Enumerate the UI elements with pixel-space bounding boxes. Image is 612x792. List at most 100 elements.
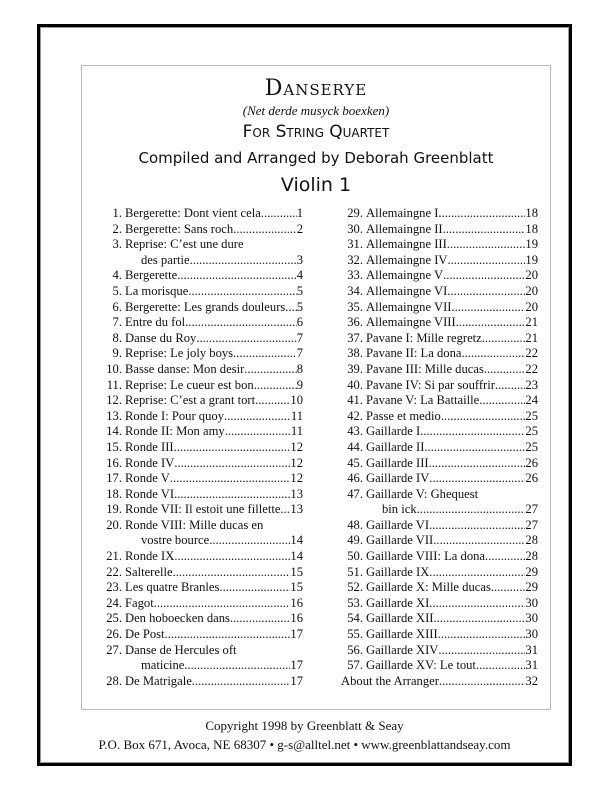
toc-entry-page: 13 xyxy=(290,502,303,517)
toc-entry-number: 47. xyxy=(347,486,363,501)
toc-entry-title: Gaillarde VII xyxy=(366,533,434,548)
toc-entry-page: 9 xyxy=(296,377,303,392)
toc-entry-page: 4 xyxy=(296,268,303,283)
toc-entry-title-continued: vostre bource xyxy=(141,533,210,548)
toc-entry: 19.Ronde VII: Il estoit une fillette 13 xyxy=(100,502,303,518)
toc-entry-title: Ronde IX xyxy=(125,549,175,564)
toc-entry: 34.Allemaingne VI 20 xyxy=(341,284,538,300)
toc-entry: 5.La morisque 5 xyxy=(100,284,303,300)
toc-line: 32.Allemaingne IV 19 xyxy=(341,253,538,269)
dot-leader xyxy=(219,580,290,596)
toc-entry: 43.Gaillarde I 25 xyxy=(341,424,538,440)
toc-entry-number: 13. xyxy=(106,408,122,423)
toc-line: 36.Allemaingne VIII 21 xyxy=(341,315,538,331)
toc-entry-page: 31 xyxy=(525,642,538,657)
toc-line: 23.Les quatre Branles 15 xyxy=(100,580,303,596)
toc-entry-title: Gaillarde XIV xyxy=(366,642,439,657)
toc-entry: 12.Reprise: C’est a grant tort 10 xyxy=(100,393,303,409)
toc-line: 11.Reprise: Le cueur est bon 9 xyxy=(100,378,303,394)
toc-entry: 8.Danse du Roy 7 xyxy=(100,331,303,347)
toc-line: 38.Pavane II: La dona 22 xyxy=(341,346,538,362)
dot-leader xyxy=(482,331,526,347)
toc-entry: 44.Gaillarde II 25 xyxy=(341,440,538,456)
toc-entry-page: 10 xyxy=(290,393,303,408)
dot-leader xyxy=(491,580,526,596)
toc-line: 30.Allemaingne II 18 xyxy=(341,222,538,238)
dot-leader xyxy=(185,315,297,331)
toc-entry-page: 3 xyxy=(296,252,303,267)
toc-entry-title: Gaillarde II xyxy=(366,439,425,454)
toc-entry-title: Gaillarde IX xyxy=(366,564,430,579)
toc-entry: 11.Reprise: Le cueur est bon 9 xyxy=(100,378,303,394)
toc-line: 13.Ronde I: Pour quoy 11 xyxy=(100,409,303,425)
toc-entry-number: 22. xyxy=(106,564,122,579)
toc-entry: 21.Ronde IX 14 xyxy=(100,549,303,565)
toc-entry-title: Gaillarde XV: Le tout xyxy=(366,658,476,673)
toc-entry-page: 30 xyxy=(525,595,538,610)
toc-entry: 45.Gaillarde III 26 xyxy=(341,456,538,472)
toc-entry: 14.Ronde II: Mon amy 11 xyxy=(100,424,303,440)
toc-entry-page: 30 xyxy=(525,611,538,626)
toc-entry-page: 17 xyxy=(290,673,303,688)
toc-line: bin ick 27 xyxy=(341,502,538,518)
dot-leader xyxy=(429,596,525,612)
toc-line: 52.Gaillarde X: Mille ducas 29 xyxy=(341,580,538,596)
toc-entry-number: 24. xyxy=(106,595,122,610)
toc-entry-page: 6 xyxy=(296,315,303,330)
toc-entry-page: 17 xyxy=(290,658,303,673)
toc-line: vostre bource 14 xyxy=(100,533,303,549)
toc-line: 7.Entre du fol 6 xyxy=(100,315,303,331)
toc-entry-title: Allemaingne III xyxy=(366,237,447,252)
dot-leader xyxy=(173,565,291,581)
toc-line: 54.Gaillarde XII 30 xyxy=(341,611,538,627)
document-title: Danserye xyxy=(264,76,368,101)
page-outer-border xyxy=(37,24,572,766)
dot-leader xyxy=(233,346,297,362)
toc-entry-page: 24 xyxy=(525,393,538,408)
toc-entry: 16.Ronde IV 12 xyxy=(100,456,303,472)
toc-line: 21.Ronde IX 14 xyxy=(100,549,303,565)
dot-leader xyxy=(461,346,525,362)
dot-leader xyxy=(429,456,526,472)
toc-entry-number: 19. xyxy=(106,502,122,517)
toc-entry-page: 21 xyxy=(525,330,538,345)
toc-entry-title: Allemaingne II xyxy=(366,221,443,236)
toc-entry-title: Ronde IV xyxy=(125,455,175,470)
toc-line: 14.Ronde II: Mon amy 11 xyxy=(100,424,303,440)
toc-entry-number: 1. xyxy=(112,206,122,220)
toc-entry: 15.Ronde III 12 xyxy=(100,440,303,456)
contact-line: P.O. Box 671, Avoca, NE 68307 • g-s@allt… xyxy=(98,737,511,752)
dot-leader xyxy=(438,643,525,659)
toc-line: 2.Bergerette: Sans roch 2 xyxy=(100,222,303,238)
instrumentation: For String Quartet xyxy=(242,122,390,142)
toc-entry-number: 11. xyxy=(106,377,122,392)
toc-entry-page: 5 xyxy=(296,283,303,298)
toc-entry: 25.Den hoboecken dans 16 xyxy=(100,611,303,627)
toc-entry-title: Ronde VII: Il estoit une fillette xyxy=(125,502,281,517)
toc-entry: 40.Pavane IV: Si par souffrir 23 xyxy=(341,378,538,394)
dot-leader xyxy=(192,674,291,690)
toc-entry-title: Gaillarde III xyxy=(366,455,429,470)
toc-entry-title: Basse danse: Mon desir xyxy=(125,361,245,376)
toc-entry-title: De Post xyxy=(125,627,165,642)
dot-leader xyxy=(456,315,526,331)
toc-line: 31.Allemaingne III 19 xyxy=(341,237,538,253)
dot-leader xyxy=(174,487,290,503)
toc-entry: 56.Gaillarde XIV 31 xyxy=(341,643,538,659)
toc-line: 44.Gaillarde II 25 xyxy=(341,440,538,456)
toc-entry-page: 29 xyxy=(525,580,538,595)
toc-line: 34.Allemaingne VI 20 xyxy=(341,284,538,300)
toc-entry-number: 14. xyxy=(106,424,122,439)
toc-entry-page: 25 xyxy=(525,439,538,454)
toc-entry-number: 17. xyxy=(106,471,122,486)
toc-entry-number: 31. xyxy=(347,237,363,252)
toc-line: 5.La morisque 5 xyxy=(100,284,303,300)
dot-leader xyxy=(443,222,526,238)
toc-entry-title: Ronde II: Mon amy xyxy=(125,424,225,439)
toc-entry-page: 7 xyxy=(296,330,303,345)
compiler-credit: Compiled and Arranged by Deborah Greenbl… xyxy=(138,149,494,167)
dot-leader xyxy=(417,502,526,518)
toc-entry-title: Ronde I: Pour quoy xyxy=(125,408,224,423)
dot-leader xyxy=(254,378,297,394)
